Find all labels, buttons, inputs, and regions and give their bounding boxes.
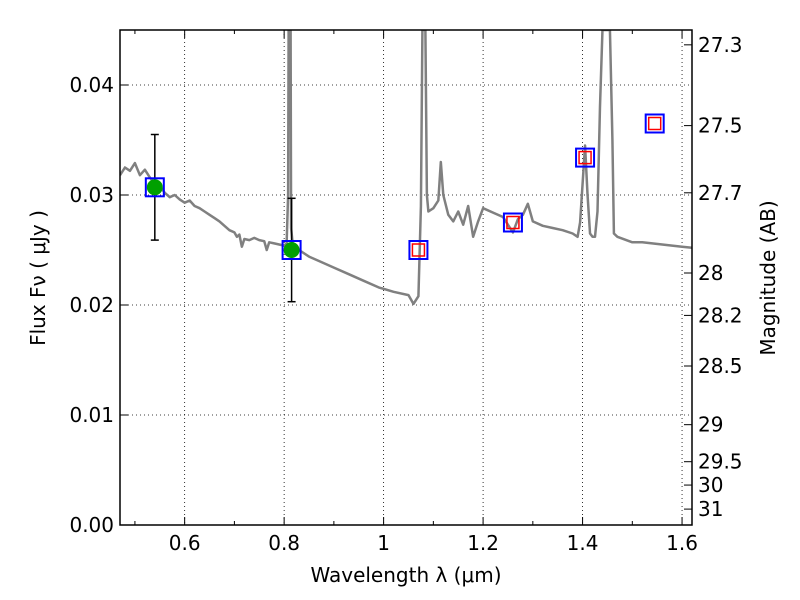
- x-axis-label: Wavelength λ (μm): [310, 563, 501, 587]
- data-layer: [120, 30, 692, 306]
- model-flux-marker: [144, 177, 165, 198]
- ticks: 0.6 0.8 1 1.2 1.4 1.6 0.00 0.01 0.02 0.03 0.04 27.3…: [69, 30, 743, 555]
- upper-limit-marker: [506, 215, 520, 230]
- upper-limit-marker: [578, 150, 592, 165]
- right-tick-label: 28: [698, 261, 723, 285]
- upper-limit-marker: [411, 243, 426, 257]
- right-tick-label: 28.2: [698, 303, 743, 327]
- right-tick-label: 28.5: [698, 354, 743, 378]
- right-tick-label: 27.7: [698, 181, 743, 205]
- right-tick-label: 29: [698, 413, 723, 437]
- right-tick-label: 31: [698, 497, 723, 521]
- model-flux-marker: [575, 147, 596, 168]
- y-tick-label: 0.03: [69, 183, 114, 207]
- model-flux-marker: [644, 113, 665, 134]
- y-tick-label: 0.01: [69, 403, 114, 427]
- x-tick-label: 1.2: [467, 531, 499, 555]
- plot-frame: [119, 29, 693, 526]
- y-tick-label: 0.02: [69, 293, 114, 317]
- x-tick-label: 1.6: [666, 531, 698, 555]
- y-tick-label: 0.04: [69, 73, 114, 97]
- sed-model-line: [120, 30, 692, 306]
- x-tick-label: 1.4: [567, 531, 599, 555]
- upper-limit-marker: [647, 116, 662, 131]
- observed-flux-point: [146, 179, 163, 196]
- right-tick-label: 27.5: [698, 114, 743, 138]
- grid-lines: [120, 30, 692, 525]
- y-tick-label: 0.00: [69, 513, 114, 537]
- model-flux-marker: [281, 240, 302, 260]
- right-tick-label: 27.3: [698, 33, 743, 57]
- right-tick-label: 29.5: [698, 450, 743, 474]
- observed-flux-point: [283, 242, 300, 258]
- right-tick-label: 30: [698, 473, 723, 497]
- right-axis-label: Magnitude (AB): [756, 200, 780, 355]
- model-flux-marker: [502, 212, 523, 233]
- model-flux-marker: [408, 240, 429, 260]
- y-axis-label: Flux Fν ( μJy ): [26, 210, 50, 346]
- x-tick-label: 0.6: [169, 531, 201, 555]
- x-tick-label: 0.8: [268, 531, 300, 555]
- x-tick-label: 1: [377, 531, 390, 555]
